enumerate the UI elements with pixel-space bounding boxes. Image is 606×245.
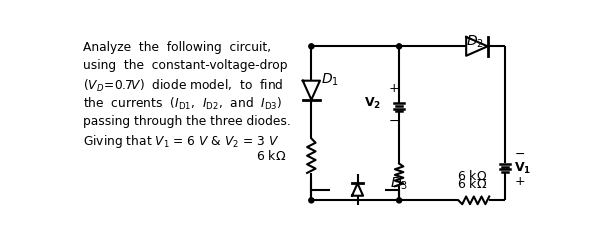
Text: ($\it{V_D}$$\!=\!$$\mathbf{\it{0.7V}}$)  diode model,  to  find: ($\it{V_D}$$\!=\!$$\mathbf{\it{0.7V}}$) …	[82, 78, 283, 94]
Text: Analyze  the  following  circuit,: Analyze the following circuit,	[82, 41, 271, 54]
Text: 6 k$\Omega$: 6 k$\Omega$	[457, 177, 487, 191]
Circle shape	[396, 198, 402, 203]
Text: 6 k$\Omega$: 6 k$\Omega$	[256, 149, 287, 163]
Text: −: −	[389, 115, 399, 128]
Text: the  currents  ($I_{\rm{D1}}$,  $I_{\rm{D2}}$,  and  $I_{\rm{D3}}$): the currents ($I_{\rm{D1}}$, $I_{\rm{D2}…	[82, 96, 282, 112]
Text: Giving that $\it{V}_1$ = 6 $\it{V}$ & $\it{V}_2$ = 3 $\it{V}$: Giving that $\it{V}_1$ = 6 $\it{V}$ & $\…	[82, 133, 279, 150]
Text: passing through the three diodes.: passing through the three diodes.	[82, 115, 290, 128]
Text: 6 k$\Omega$: 6 k$\Omega$	[457, 169, 487, 183]
Text: using  the  constant-voltage-drop: using the constant-voltage-drop	[82, 60, 287, 73]
Circle shape	[309, 44, 314, 49]
Text: $\it{D}_{\rm{3}}$: $\it{D}_{\rm{3}}$	[390, 175, 408, 192]
Text: $\mathbf{V_1}$: $\mathbf{V_1}$	[514, 160, 531, 176]
Text: $\mathbf{V_2}$: $\mathbf{V_2}$	[364, 96, 381, 111]
Text: $\it{D}_{\rm{1}}$: $\it{D}_{\rm{1}}$	[321, 71, 339, 88]
Circle shape	[396, 44, 402, 49]
Text: −: −	[514, 148, 525, 161]
Text: +: +	[514, 175, 525, 188]
Text: $\it{D}_{\rm{2}}$: $\it{D}_{\rm{2}}$	[465, 34, 484, 50]
Circle shape	[309, 198, 314, 203]
Text: +: +	[389, 82, 400, 95]
